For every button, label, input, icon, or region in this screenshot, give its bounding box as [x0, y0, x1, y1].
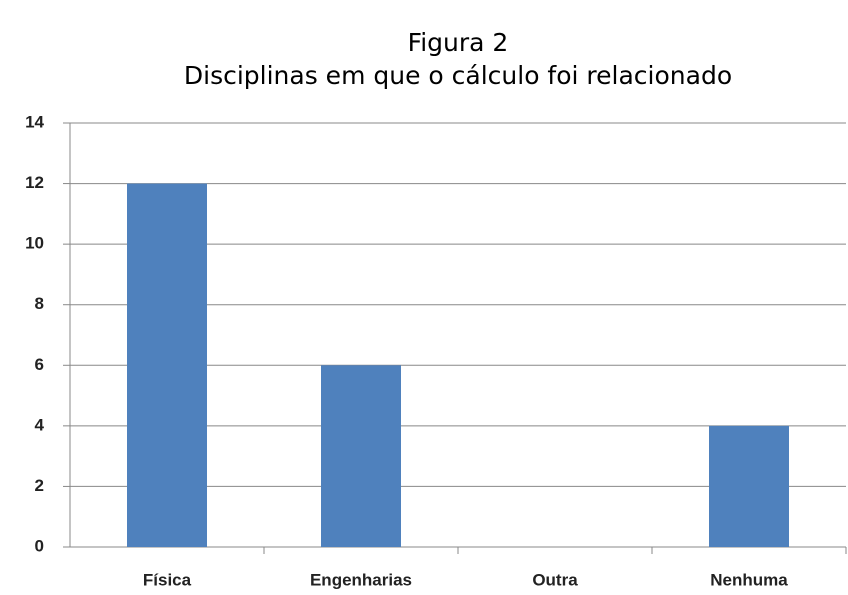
x-tick-label: Outra	[532, 570, 578, 589]
x-tick-label: Engenharias	[310, 570, 412, 589]
y-tick-label: 4	[35, 415, 45, 434]
y-tick-label: 0	[35, 536, 44, 555]
bar	[127, 183, 207, 548]
bar	[709, 425, 789, 547]
y-tick-label: 2	[35, 476, 44, 495]
x-tick-label: Física	[143, 570, 192, 589]
x-tick-label: Nenhuma	[710, 570, 788, 589]
y-tick-label: 10	[25, 234, 44, 253]
bar	[321, 365, 401, 547]
y-tick-label: 6	[35, 355, 44, 374]
chart-subtitle: Disciplinas em que o cálculo foi relacio…	[184, 61, 732, 90]
chart-title: Figura 2	[408, 28, 509, 57]
y-tick-label: 14	[25, 112, 44, 131]
y-tick-label: 12	[25, 173, 44, 192]
y-tick-label: 8	[35, 294, 44, 313]
